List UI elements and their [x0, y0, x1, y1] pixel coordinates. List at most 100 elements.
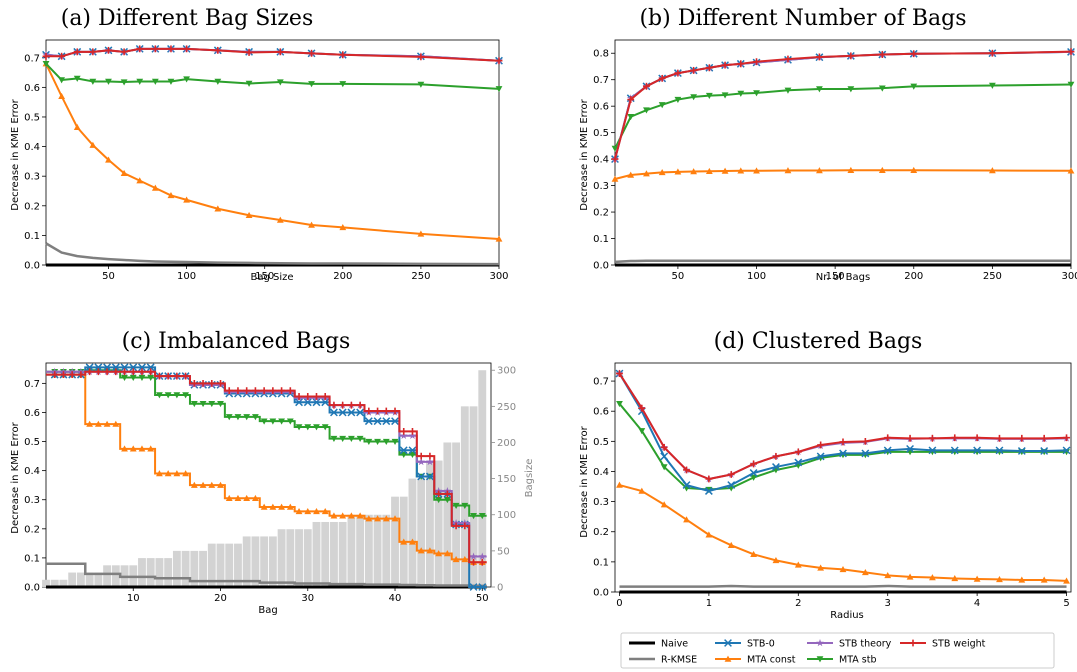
data-point-stb-weight [89, 48, 97, 56]
legend-item-stb-weight: STB weight [900, 639, 986, 650]
data-point-stb-weight [1018, 434, 1026, 442]
data-point-mta-stb [89, 78, 97, 85]
data-point-mta-stb [330, 435, 338, 443]
data-point-stb-weight [86, 368, 94, 376]
data-point-mta-const [321, 507, 329, 515]
data-point-mta-stb [304, 424, 312, 431]
data-point-stb-weight [182, 372, 190, 380]
data-point-stb-weight [643, 82, 650, 90]
y-tick-label: 0.2 [593, 527, 609, 538]
data-point-mta-const [847, 166, 855, 173]
data-point-stb-weight [260, 387, 268, 395]
data-point-stb-weight [58, 52, 66, 60]
data-point-mta-stb [347, 435, 355, 443]
data-point-mta-stb [910, 83, 918, 90]
data-point-mta-const [199, 481, 207, 488]
data-point-mta-stb [988, 82, 996, 89]
y-tick-label: 0.4 [593, 467, 609, 478]
bagsize-bar [277, 529, 286, 587]
data-point-mta-const [643, 170, 650, 177]
data-point-stb-theory [478, 552, 487, 560]
data-point-stb-weight [409, 427, 416, 435]
bagsize-bar [76, 572, 85, 587]
series-r-kmse [619, 584, 1067, 588]
data-point-mta-const [208, 481, 216, 488]
data-point-mta-stb [42, 60, 50, 68]
data-point-mta-const [973, 575, 981, 582]
data-point-stb-weight [705, 64, 713, 72]
data-point-mta-stb [234, 414, 242, 421]
data-point-mta-const [347, 512, 355, 519]
plot-area [45, 39, 500, 266]
data-point-mta-const [225, 494, 233, 501]
data-point-stb-0 [1062, 446, 1071, 455]
y-tick-label: 0.3 [24, 172, 40, 183]
bagsize-bar [382, 514, 391, 587]
bagsize-bar [356, 514, 365, 587]
panel-title-c: (c) Imbalanced Bags [122, 329, 351, 354]
data-point-stb-weight [129, 368, 137, 376]
legend-label: R-KMSE [661, 655, 697, 666]
data-point-mta-const [365, 515, 373, 522]
data-point-mta-const [173, 470, 181, 477]
series-stb-weight [46, 368, 487, 566]
data-point-mta-const [690, 168, 698, 175]
data-point-stb-weight [151, 45, 159, 53]
legend-label: MTA stb [839, 655, 877, 666]
data-point-mta-const [136, 177, 144, 184]
data-point-mta-stb [225, 414, 233, 421]
bagsize-bar [216, 543, 225, 587]
data-point-mta-const [234, 494, 242, 501]
data-point-mta-stb [409, 451, 416, 459]
data-point-mta-stb [784, 87, 792, 94]
data-point-stb-weight [817, 441, 825, 449]
legend-label: STB weight [932, 639, 986, 650]
x-tick-label: 200 [904, 271, 923, 282]
y-tick-label: 0.0 [593, 588, 609, 599]
data-point-mta-const [705, 167, 713, 175]
data-point-stb-weight [252, 387, 259, 395]
data-point-mta-stb [245, 80, 253, 87]
series-line-r-kmse [619, 584, 1067, 588]
data-point-mta-const [252, 494, 259, 501]
data-point-stb-0 [356, 408, 365, 417]
data-point-mta-stb [243, 414, 251, 421]
data-point-mta-const [260, 503, 268, 510]
data-point-stb-0 [417, 472, 426, 481]
data-point-stb-0 [85, 363, 94, 372]
data-point-mta-stb [308, 81, 315, 88]
data-point-mta-const [356, 512, 364, 519]
data-point-mta-stb [660, 464, 668, 471]
data-point-stb-0 [146, 363, 155, 372]
data-point-stb-0 [1040, 447, 1049, 455]
data-point-stb-0 [321, 398, 330, 407]
data-point-stb-weight [951, 434, 959, 442]
data-point-mta-const [245, 211, 253, 218]
data-point-mta-stb [120, 79, 128, 86]
xlabel-d: Radius [830, 610, 864, 621]
bagsize-bar [94, 572, 103, 587]
data-point-stb-0 [660, 452, 669, 461]
data-point-mta-stb [151, 78, 159, 85]
data-point-mta-const [616, 481, 623, 488]
data-point-mta-const [721, 167, 729, 174]
y2-tick-label: 50 [497, 546, 510, 557]
x-tick-label: 1 [706, 598, 712, 609]
data-point-stb-0 [794, 458, 803, 467]
data-point-stb-weight [996, 434, 1003, 442]
bagsize-bar [364, 514, 373, 587]
data-point-stb-weight [910, 50, 918, 58]
series-mta-stb [46, 367, 487, 520]
data-point-stb-weight [68, 371, 76, 379]
y-tick-label: 0.1 [24, 553, 40, 564]
x-tick-label: 50 [672, 271, 685, 282]
data-point-stb-0 [839, 449, 847, 458]
data-point-mta-stb [674, 96, 682, 103]
data-point-stb-weight [356, 401, 364, 409]
data-point-stb-weight [120, 48, 128, 56]
data-point-mta-stb [470, 513, 477, 520]
bagsize-bar [103, 565, 112, 587]
plot-area [614, 362, 1072, 593]
data-point-stb-theory [417, 457, 425, 466]
